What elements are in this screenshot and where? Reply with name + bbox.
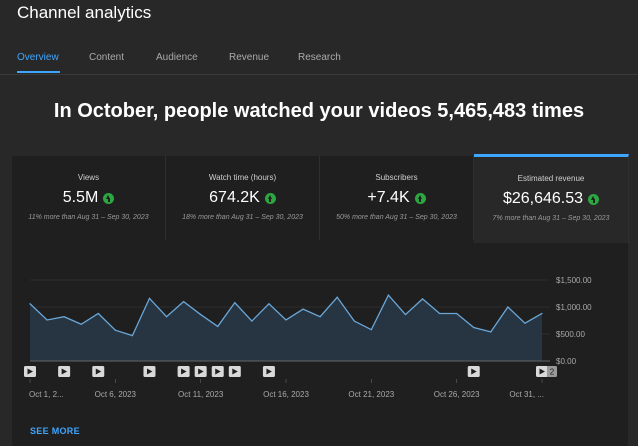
metric-label: Subscribers [375, 173, 418, 182]
data-point [439, 312, 441, 315]
data-point [80, 323, 82, 325]
y-tick-label: $500.00 [556, 330, 585, 339]
video-marker-icon[interactable] [262, 366, 275, 377]
see-more-link[interactable]: SEE MORE [30, 426, 80, 436]
data-point [251, 320, 253, 322]
data-point [353, 320, 355, 322]
arrow-up-icon [103, 192, 115, 204]
y-tick-label: $1,500.00 [556, 276, 592, 285]
y-tick-label: $1,000.00 [556, 303, 592, 312]
data-point [148, 297, 151, 299]
tab-overview[interactable]: Overview [17, 52, 59, 63]
data-point [114, 329, 116, 331]
data-point [63, 316, 65, 318]
x-tick-label: Oct 1, 2... [29, 390, 64, 399]
video-marker-icon[interactable] [467, 366, 480, 377]
metric-label: Estimated revenue [517, 174, 585, 183]
data-point [507, 306, 509, 308]
x-tick-label: Oct 21, 2023 [348, 390, 394, 399]
data-point [319, 316, 321, 318]
marker-count-label: 2 [550, 368, 555, 377]
video-marker-icon[interactable] [92, 366, 105, 377]
metric-value: +7.4K [320, 189, 473, 207]
data-point [268, 303, 270, 305]
tab-bar: Overview Content Audience Revenue Resear… [0, 50, 638, 75]
data-point [200, 313, 202, 316]
video-marker-icon[interactable] [177, 366, 190, 377]
revenue-chart: $1,500.00 $1,000.00 $500.00 $0.002 Oct 1, 2.… [24, 276, 592, 399]
metric-value: 674.2K [166, 189, 319, 207]
data-point [456, 312, 458, 315]
data-point [524, 322, 526, 324]
video-marker-icon[interactable] [24, 366, 36, 377]
metric-card-estimated-revenue[interactable]: Estimated revenue $26,646.53 7% more tha… [474, 154, 629, 243]
metric-card-views[interactable]: Views 5.5M 11% more than Aug 31 – Sep 30… [12, 156, 166, 240]
metric-label: Watch time (hours) [208, 173, 277, 182]
video-marker-icon[interactable] [536, 366, 548, 377]
data-point [336, 296, 338, 298]
data-point [97, 312, 99, 315]
data-point [285, 319, 287, 321]
arrow-up-icon [264, 192, 276, 204]
video-marker-icon[interactable] [143, 366, 156, 377]
data-point [302, 308, 304, 310]
data-point [490, 331, 492, 333]
metric-card-watch-time[interactable]: Watch time (hours) 674.2K 18% more than … [166, 156, 320, 240]
data-point [404, 313, 407, 316]
metric-comparison: 7% more than Aug 31 – Sep 30, 2023 [492, 215, 610, 222]
y-tick-label: $0.00 [556, 357, 577, 366]
video-marker-icon[interactable] [228, 366, 241, 377]
metric-value: $26,646.53 [474, 190, 628, 208]
metric-comparison: 11% more than Aug 31 – Sep 30, 2023 [28, 214, 149, 221]
data-point [217, 325, 219, 328]
series-area [30, 295, 542, 361]
arrow-up-icon [414, 192, 426, 204]
metric-card-subscribers[interactable]: Subscribers +7.4K 50% more than Aug 31 –… [320, 156, 474, 240]
arrow-up-icon [588, 193, 600, 205]
data-point [183, 301, 185, 303]
data-point [29, 303, 31, 305]
page-title: Channel analytics [17, 3, 152, 22]
headline: In October, people watched your videos 5… [53, 100, 585, 122]
data-point [165, 316, 168, 318]
data-point [421, 298, 424, 300]
video-marker-icon[interactable] [194, 366, 207, 377]
data-point [473, 326, 475, 329]
x-tick-label: Oct 31, ... [509, 390, 544, 399]
data-point [370, 329, 372, 331]
x-tick-label: Oct 6, 2023 [95, 390, 137, 399]
video-marker-icon[interactable] [58, 366, 71, 377]
data-point [541, 312, 543, 315]
active-tab-indicator [17, 71, 60, 73]
video-marker-icon[interactable] [211, 366, 224, 377]
tab-revenue[interactable]: Revenue [229, 52, 270, 63]
data-point [387, 294, 389, 296]
metric-label: Views [77, 173, 100, 182]
tab-content[interactable]: Content [89, 52, 125, 63]
tab-audience[interactable]: Audience [156, 52, 198, 63]
marker-count-badge [547, 366, 557, 377]
x-tick-label: Oct 16, 2023 [263, 390, 309, 399]
metric-value: 5.5M [12, 189, 165, 207]
metric-comparison: 50% more than Aug 31 – Sep 30, 2023 [336, 214, 457, 221]
tab-research[interactable]: Research [298, 52, 341, 63]
data-point [46, 319, 48, 321]
data-point [234, 302, 236, 304]
x-tick-label: Oct 11, 2023 [178, 390, 224, 399]
x-tick-label: Oct 26, 2023 [434, 390, 480, 399]
metric-comparison: 18% more than Aug 31 – Sep 30, 2023 [182, 214, 303, 221]
data-point [131, 335, 133, 337]
